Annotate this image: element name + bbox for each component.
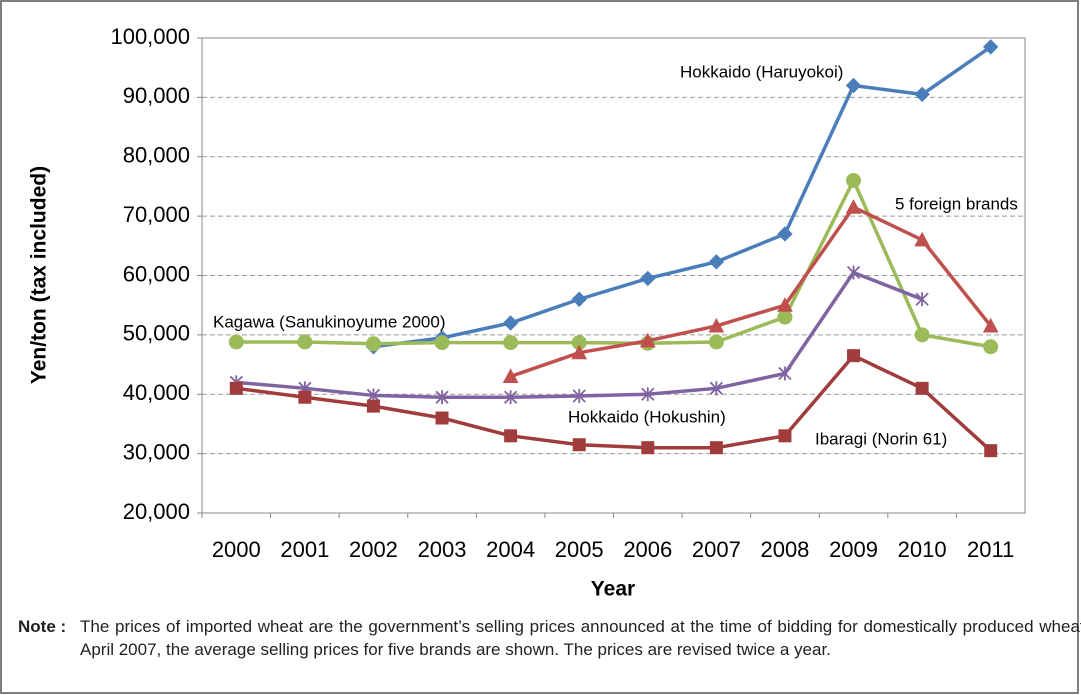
marker <box>778 429 792 443</box>
marker <box>435 390 449 405</box>
series-line <box>510 205 993 379</box>
x-tick-label: 2011 <box>967 537 1014 562</box>
marker <box>777 309 793 325</box>
x-tick-label: 2001 <box>280 537 329 562</box>
y-tick-label: 60,000 <box>123 261 190 286</box>
marker <box>982 317 999 333</box>
x-tick-label: 2003 <box>418 537 467 562</box>
x-tick-label: 2005 <box>555 537 604 562</box>
marker <box>641 387 655 402</box>
marker <box>914 86 930 103</box>
x-tick-label: 2006 <box>623 537 672 562</box>
marker <box>298 390 312 404</box>
marker <box>708 317 725 333</box>
series-label: Kagawa (Sanukinoyume 2000) <box>213 312 445 331</box>
series-label: Hokkaido (Haruyokoi) <box>680 62 843 81</box>
marker <box>708 334 724 350</box>
series-label: Hokkaido (Hokushin) <box>568 407 726 426</box>
marker <box>777 297 793 312</box>
marker <box>229 381 243 395</box>
marker <box>845 77 862 94</box>
marker <box>502 315 519 331</box>
y-tick-label: 30,000 <box>123 439 190 464</box>
y-tick-label: 50,000 <box>123 321 190 346</box>
marker <box>640 270 656 287</box>
marker <box>846 173 862 188</box>
marker <box>914 231 930 247</box>
y-tick-label: 20,000 <box>123 499 190 524</box>
note-text: The prices of imported wheat are the gov… <box>80 617 1081 659</box>
marker <box>639 332 656 348</box>
marker <box>572 438 586 452</box>
x-tick-label: 2004 <box>486 537 535 562</box>
marker <box>503 335 519 351</box>
series-label: 5 foreign brands <box>895 194 1018 213</box>
marker <box>914 327 930 343</box>
x-tick-label: 2008 <box>760 537 809 562</box>
y-tick-label: 100,000 <box>110 24 190 49</box>
series-line <box>236 353 992 452</box>
note-label: Note : <box>18 617 67 636</box>
marker <box>641 441 655 455</box>
marker <box>366 399 380 413</box>
marker <box>503 390 518 405</box>
x-tick-label: 2002 <box>349 537 398 562</box>
x-tick-label: 2010 <box>898 537 947 562</box>
marker <box>365 336 381 352</box>
x-tick-label: 2000 <box>212 537 261 562</box>
marker <box>845 199 862 214</box>
marker <box>571 291 587 307</box>
marker <box>709 441 723 455</box>
marker <box>846 265 861 280</box>
series-label: Ibaragi (Norin 61) <box>815 429 947 448</box>
marker <box>983 39 999 55</box>
x-axis-title: Year <box>591 578 635 601</box>
marker <box>502 368 519 383</box>
note: Note : The prices of imported wheat are t… <box>18 615 1081 661</box>
y-axis-title: Yen/ton (tax included) <box>28 166 51 384</box>
marker <box>435 411 449 425</box>
y-tick-label: 70,000 <box>123 202 190 227</box>
marker <box>777 226 793 242</box>
marker <box>708 254 725 270</box>
series-line <box>236 176 992 349</box>
y-tick-label: 40,000 <box>123 380 190 405</box>
x-tick-label: 2007 <box>692 537 741 562</box>
x-tick-label: 2009 <box>829 537 878 562</box>
marker <box>504 429 518 443</box>
y-tick-label: 80,000 <box>123 143 190 168</box>
marker <box>847 349 861 363</box>
marker <box>571 344 588 360</box>
marker <box>778 366 792 381</box>
marker <box>434 335 450 351</box>
marker <box>572 389 586 404</box>
y-tick-label: 90,000 <box>123 83 190 108</box>
marker <box>984 444 998 458</box>
marker <box>709 381 724 396</box>
marker <box>228 334 244 350</box>
marker <box>983 339 999 355</box>
series-line <box>373 45 992 349</box>
marker <box>297 334 313 350</box>
marker <box>915 381 929 395</box>
marker <box>915 292 929 307</box>
